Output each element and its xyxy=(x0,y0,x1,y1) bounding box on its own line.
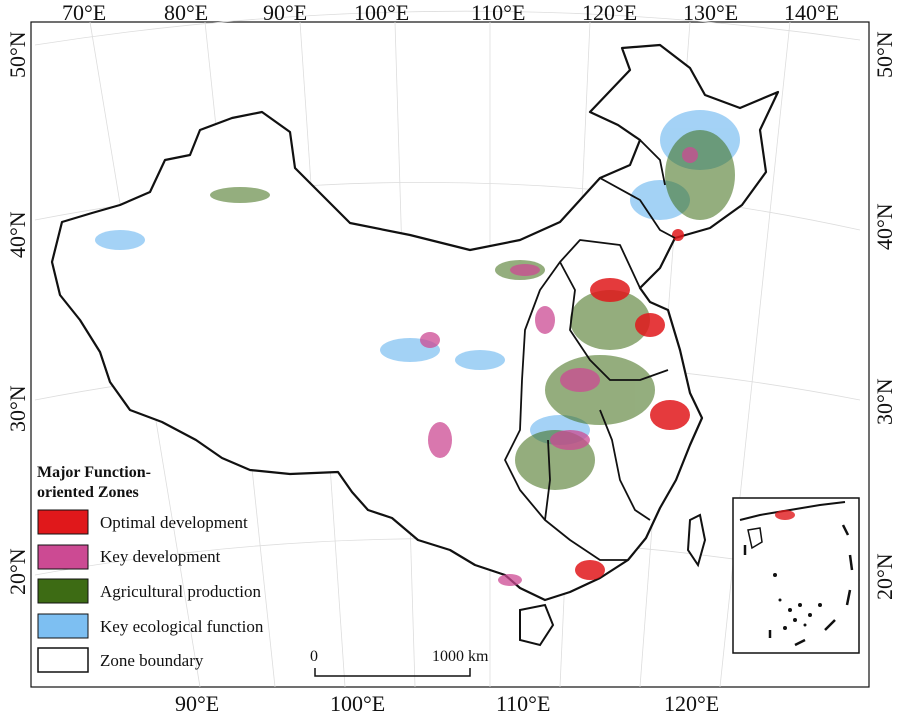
legend-swatch-optimal xyxy=(37,509,89,535)
legend-title-line2: oriented Zones xyxy=(37,484,139,501)
top-lon-label: 140°E xyxy=(784,0,839,25)
inset-map xyxy=(732,497,860,654)
legend-title-line1: Major Function- xyxy=(37,464,151,481)
top-lon-label: 70°E xyxy=(62,0,106,25)
legend-swatch-key-development xyxy=(37,544,89,570)
right-lat-labels: 50°N 40°N 30°N 20°N xyxy=(872,31,897,600)
optimal-development-zones xyxy=(575,229,690,580)
legend-label-optimal: Optimal development xyxy=(100,513,248,532)
top-lon-label: 80°E xyxy=(164,0,208,25)
legend-swatch-agricultural xyxy=(37,578,89,604)
right-lat-label: 20°N xyxy=(872,553,897,600)
right-lat-label: 30°N xyxy=(872,378,897,425)
bottom-lon-label: 90°E xyxy=(175,691,219,715)
scale-bar: 0 1000 km xyxy=(310,648,489,677)
top-lon-label: 90°E xyxy=(263,0,307,25)
right-lat-label: 40°N xyxy=(872,203,897,250)
legend-swatch-boundary xyxy=(37,647,89,673)
left-lat-label: 30°N xyxy=(5,385,30,432)
hainan-island xyxy=(519,603,555,647)
left-lat-labels: 50°N 40°N 30°N 20°N xyxy=(5,31,30,595)
bottom-lon-label: 100°E xyxy=(330,691,385,715)
legend-label-ecological: Key ecological function xyxy=(100,617,264,636)
key-development-zones xyxy=(420,147,698,586)
top-lon-label: 100°E xyxy=(354,0,409,25)
left-lat-label: 40°N xyxy=(5,211,30,258)
legend-label-boundary: Zone boundary xyxy=(100,651,204,670)
legend-swatch-ecological xyxy=(37,613,89,639)
scale-end-label: 1000 km xyxy=(432,648,489,665)
country-outline xyxy=(50,43,780,602)
legend: Major Function- oriented Zones Optimal d… xyxy=(37,464,264,673)
legend-label-agricultural: Agricultural production xyxy=(100,582,261,601)
bottom-lon-label: 120°E xyxy=(664,691,719,715)
right-lat-label: 50°N xyxy=(872,31,897,78)
left-lat-label: 20°N xyxy=(5,548,30,595)
bottom-lon-label: 110°E xyxy=(496,691,550,715)
bottom-lon-labels: 90°E 100°E 110°E 120°E xyxy=(175,691,719,715)
left-lat-label: 50°N xyxy=(5,31,30,78)
top-lon-label: 120°E xyxy=(582,0,637,25)
zone-boundaries xyxy=(504,139,676,561)
top-lon-labels: 70°E 80°E 90°E 100°E 110°E 120°E 130°E 1… xyxy=(62,0,839,25)
scale-start-label: 0 xyxy=(310,648,318,665)
taiwan-island xyxy=(686,513,707,568)
top-lon-label: 110°E xyxy=(471,0,525,25)
legend-label-key-development: Key development xyxy=(100,547,221,566)
top-lon-label: 130°E xyxy=(683,0,738,25)
